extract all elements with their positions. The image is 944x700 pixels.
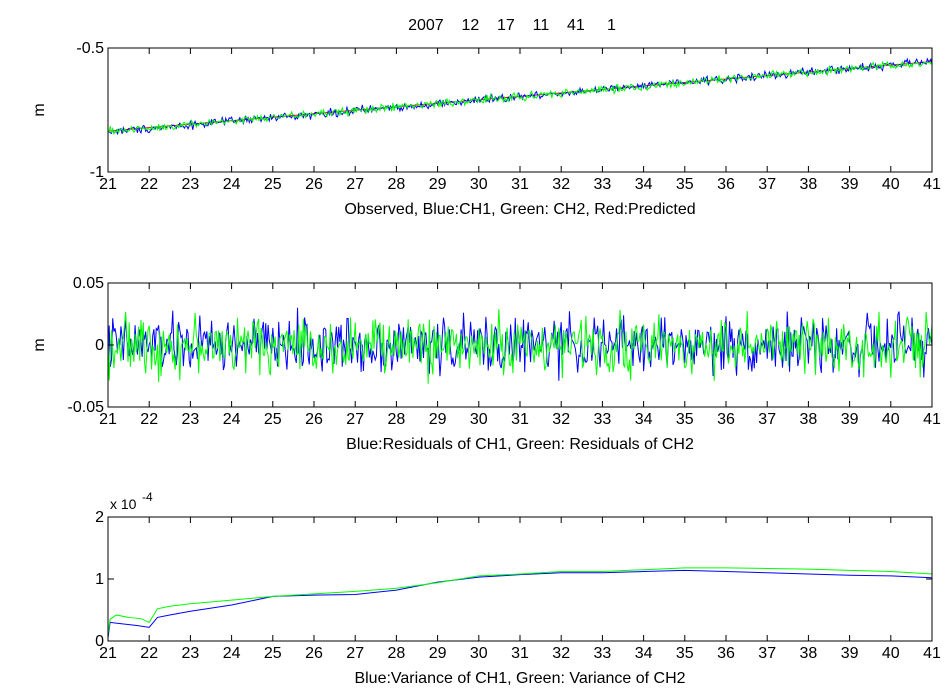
x-axis-label: Blue:Residuals of CH1, Green: Residuals … — [346, 436, 694, 453]
x-tick-label: 25 — [264, 411, 282, 428]
x-tick-label: 34 — [635, 176, 653, 193]
y-axis-label: m — [31, 103, 48, 116]
series-line — [107, 60, 933, 136]
subplot-2: 21 22 23 24 25 26 27 28 29 30 31 32 33 34 35 36 37 38 39 40… — [31, 275, 941, 453]
y-tick-label: -0.5 — [76, 40, 104, 57]
x-axis-label: Observed, Blue:CH1, Green: CH2, Red:Pred… — [344, 201, 695, 218]
y-tick-label: -0.05 — [68, 399, 105, 416]
subplot-3: 21 22 23 24 25 26 27 28 29 30 31 32 33 34 35 36 37 38 39 40… — [95, 490, 941, 687]
x-tick-label: 41 — [923, 645, 941, 662]
x-tick-label: 41 — [923, 411, 941, 428]
x-tick-label: 39 — [841, 645, 859, 662]
x-tick-label: 33 — [594, 645, 612, 662]
x-tick-label: 35 — [676, 176, 694, 193]
x-tick-label: 37 — [758, 645, 776, 662]
x-tick-label: 33 — [594, 411, 612, 428]
y-tick-label: 0 — [95, 337, 104, 354]
y-tick-label: 1 — [95, 571, 104, 588]
x-tick-label: 40 — [882, 176, 900, 193]
x-axis-label: Blue:Variance of CH1, Green: Variance of… — [354, 670, 685, 687]
y-tick-label: 0.05 — [73, 275, 104, 292]
x-tick-label: 24 — [223, 176, 241, 193]
x-tick-label: 28 — [388, 645, 406, 662]
x-tick-label: 29 — [429, 411, 447, 428]
x-tick-label: 26 — [305, 176, 323, 193]
x-tick-label: 30 — [470, 176, 488, 193]
x-tick-label: 24 — [223, 645, 241, 662]
y-axis-label: m — [31, 338, 48, 351]
x-tick-label: 23 — [182, 411, 200, 428]
x-tick-label: 35 — [676, 645, 694, 662]
x-tick-label: 32 — [552, 411, 570, 428]
x-tick-label: 38 — [800, 645, 818, 662]
x-tick-label: 37 — [758, 176, 776, 193]
x-tick-label: 40 — [882, 645, 900, 662]
x-tick-label: 30 — [470, 645, 488, 662]
x-tick-label: 39 — [841, 176, 859, 193]
x-tick-label: 35 — [676, 411, 694, 428]
series-line — [107, 569, 933, 638]
x-tick-label: 21 — [99, 411, 117, 428]
plot-area — [108, 517, 932, 641]
x-tick-label: 27 — [346, 411, 364, 428]
x-tick-label: 24 — [223, 411, 241, 428]
x-tick-label: 22 — [140, 176, 158, 193]
x-tick-label: 36 — [717, 411, 735, 428]
x-tick-label: 34 — [635, 645, 653, 662]
x-tick-label: 22 — [140, 411, 158, 428]
x-tick-label: 28 — [388, 176, 406, 193]
y-tick-label: -1 — [90, 164, 104, 181]
x-tick-label: 31 — [511, 645, 529, 662]
x-tick-label: 27 — [346, 645, 364, 662]
x-tick-label: 21 — [99, 176, 117, 193]
x-tick-label: 25 — [264, 645, 282, 662]
y-tick-label: 2 — [95, 509, 104, 526]
x-tick-label: 36 — [717, 645, 735, 662]
subplot-1: 21 22 23 24 25 26 27 28 29 30 31 32 33 34 35 36 37 38 39 40… — [31, 40, 941, 218]
x-tick-label: 25 — [264, 176, 282, 193]
x-tick-label: 30 — [470, 411, 488, 428]
x-tick-label: 26 — [305, 645, 323, 662]
x-tick-label: 31 — [511, 411, 529, 428]
x-tick-label: 34 — [635, 411, 653, 428]
x-tick-label: 31 — [511, 176, 529, 193]
x-tick-label: 29 — [429, 176, 447, 193]
x-tick-label: 39 — [841, 411, 859, 428]
series-line — [107, 567, 933, 635]
x-tick-label: 33 — [594, 176, 612, 193]
x-tick-label: 27 — [346, 176, 364, 193]
series-line — [107, 309, 933, 384]
x-tick-label: 21 — [99, 645, 117, 662]
x-tick-label: 40 — [882, 411, 900, 428]
x-tick-label: 29 — [429, 645, 447, 662]
x-tick-label: 28 — [388, 411, 406, 428]
axis-exponent-power: -4 — [142, 490, 153, 504]
axis-exponent-label: x 10 — [110, 496, 137, 512]
x-tick-label: 26 — [305, 411, 323, 428]
x-tick-label: 37 — [758, 411, 776, 428]
x-tick-label: 36 — [717, 176, 735, 193]
figure-title: 2007 12 17 11 41 1 — [408, 17, 616, 34]
x-tick-label: 23 — [182, 645, 200, 662]
x-tick-label: 32 — [552, 645, 570, 662]
y-tick-label: 0 — [95, 633, 104, 650]
x-tick-label: 38 — [800, 411, 818, 428]
x-tick-label: 32 — [552, 176, 570, 193]
x-tick-label: 23 — [182, 176, 200, 193]
x-tick-label: 38 — [800, 176, 818, 193]
x-tick-label: 22 — [140, 645, 158, 662]
plot-area — [108, 48, 932, 172]
x-tick-label: 41 — [923, 176, 941, 193]
